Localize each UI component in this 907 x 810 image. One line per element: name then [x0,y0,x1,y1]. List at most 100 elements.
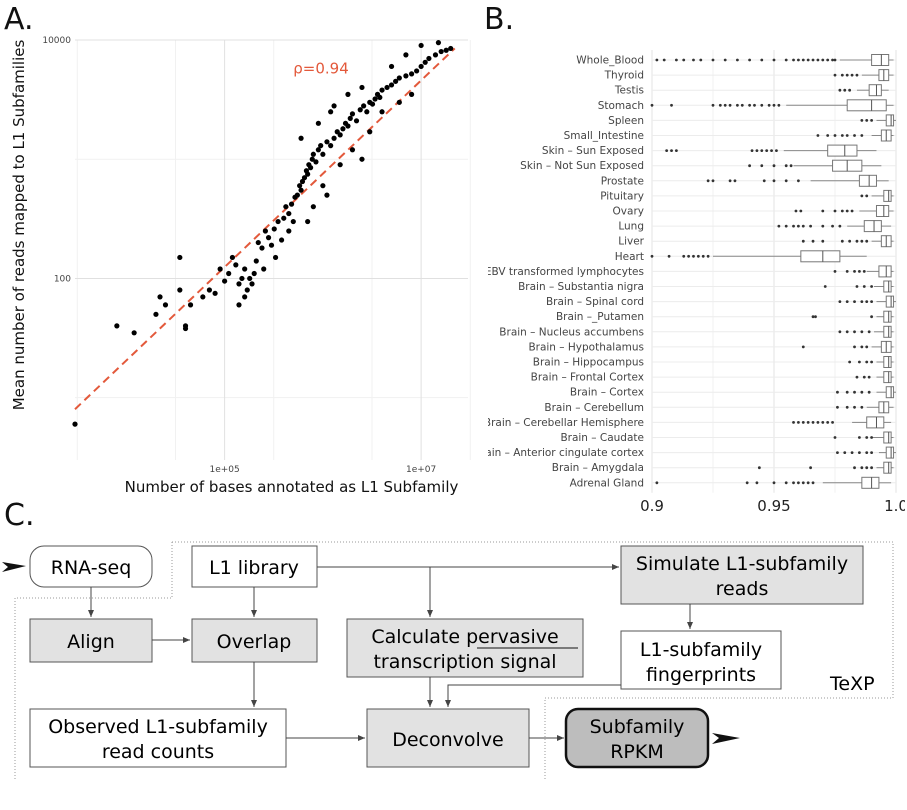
box-outlier [862,285,866,288]
scatter-point [369,101,376,107]
box-outlier [675,58,678,62]
scatter-point [177,254,183,261]
box-outlier [867,330,871,334]
box-outlier [733,179,737,183]
box-iqr [875,205,890,217]
box-iqr [883,371,892,384]
box-outlier [845,330,849,334]
scatter-point [206,287,213,293]
box-iqr [861,476,880,489]
box-outlier [811,315,815,319]
box-outlier [850,73,854,77]
box-outlier [797,179,800,183]
rpkm-node: Subfamily RPKM [564,707,710,769]
box-outlier [777,103,781,107]
scatter-point [422,59,428,65]
scatter-point [242,294,248,300]
box-outlier [860,239,864,243]
box-outlier [865,300,869,303]
tissue-label: Brain – Hippocampus [533,357,644,369]
scatter-point [294,192,300,198]
calculate-label-line2: transcription signal [373,651,556,673]
box-outlier [826,421,830,424]
box-outlier [718,103,722,107]
box-outlier [753,103,756,107]
tissue-label: Skin – Not Sun Exposed [520,160,644,172]
box-outlier [797,58,800,62]
scatter-point [297,183,303,189]
scatter-point [268,242,275,248]
scatter-point [259,245,265,251]
box-outlier [848,360,852,364]
input-region-outline [14,542,173,781]
scatter-point [305,171,311,177]
box-outlier [809,466,812,470]
box-outlier [865,119,869,122]
box-outlier [860,390,864,394]
box-outlier [862,270,866,273]
scatter-point [388,82,395,88]
box-iqr [883,325,892,338]
scatter-point [239,275,245,282]
scatter-point [212,290,218,296]
calculate-node: Calculate pervasive transcription signal [346,618,584,678]
box-outlier [831,58,834,62]
box-outlier [848,239,852,243]
scatter-point [349,147,356,153]
scatter-point [331,103,337,109]
scatter-point [340,126,346,132]
scatter-point [359,156,365,162]
box-outlier [772,58,776,62]
box-outlier [840,239,844,243]
align-label: Align [67,631,115,653]
box-outlier [670,103,673,107]
pipeline-flowchart: RNA-seq L1 library Simulate L1-subfamily… [2,541,894,781]
box-outlier [823,285,827,288]
box-iqr [868,84,882,97]
box-outlier [853,466,856,470]
scatter-point [299,178,306,185]
output-arrowhead-icon [712,733,740,744]
y-tick-label: 10000 [42,36,71,46]
box-iqr [883,280,892,293]
box-outlier [831,421,834,424]
box-outlier [826,58,830,62]
scatter-point [226,270,232,277]
box-outlier [772,179,776,183]
box-outlier [870,285,873,288]
box-outlier [821,239,825,243]
box-iqr [883,189,892,202]
tissue-label: Whole_Blood [576,55,644,67]
box-outlier [728,103,732,107]
box-outlier [792,58,795,62]
observed-counts-node: Observed L1-subfamily read counts [29,708,287,768]
box-outlier [701,254,705,258]
box-outlier [865,466,869,470]
box-outlier [706,254,710,258]
box-outlier [845,209,849,213]
box-outlier [865,436,869,439]
box-iqr [885,295,895,308]
scatter-point [438,48,444,55]
scatter-point [448,45,454,52]
tissue-label: Spleen [608,115,644,127]
scatter-point [182,325,189,332]
box-outlier [797,481,800,485]
box-outlier [848,88,852,92]
box-outlier [840,73,844,77]
box-outlier [801,58,805,62]
box-outlier [655,481,659,485]
scatter-point [364,109,370,115]
scatter-point [251,270,257,277]
scatter-point [305,218,311,225]
tissue-label: EBV transformed lymphocytes [488,266,644,278]
fingerprints-node: L1-subfamily fingerprints [620,630,782,690]
box-outlier [821,209,825,213]
overlap-node: Overlap [191,618,318,663]
box-outlier [845,300,849,303]
scatter-point [409,71,415,77]
box-iqr [885,386,895,399]
box-outlier [855,73,859,77]
scatter-point [403,52,409,58]
scatter-point [200,294,206,300]
